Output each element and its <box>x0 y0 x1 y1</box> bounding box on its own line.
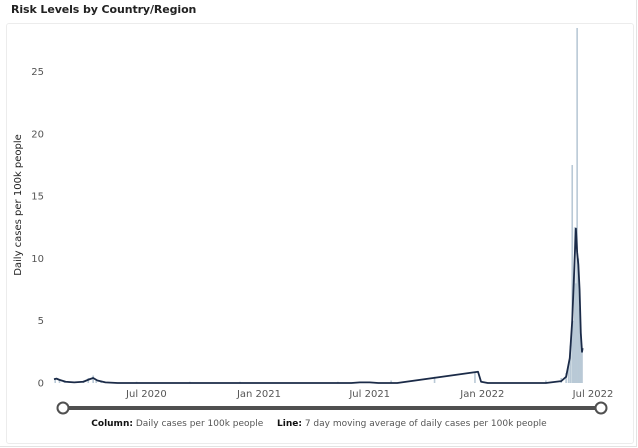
x-tick-label: Jul 2020 <box>125 389 167 400</box>
column-bar <box>577 258 580 383</box>
column-bar <box>474 371 476 383</box>
y-axis-ticks: 0 5 10 15 20 25 <box>31 67 44 389</box>
legend-column-value: Daily cases per 100k people <box>135 419 264 429</box>
chart-svg: 0 5 10 15 20 25 Jul 2020 Jan 2021 Jul 2021 Jan 2… <box>13 28 613 415</box>
y-tick-label: 20 <box>31 129 44 140</box>
x-tick-label: Jul 2022 <box>572 389 614 400</box>
column-bar <box>565 373 567 383</box>
chart-container <box>6 23 634 444</box>
range-slider-end-handle[interactable] <box>594 401 608 415</box>
column-bar <box>58 379 61 383</box>
legend-column-key: Column: <box>91 419 133 429</box>
column-bar <box>578 308 581 383</box>
legend-line-key: Line: <box>277 419 302 429</box>
legend-line-value: 7 day moving average of daily cases per … <box>304 419 547 429</box>
range-slider-start-handle[interactable] <box>56 401 70 415</box>
column-bar <box>572 320 575 383</box>
column-bar <box>54 378 57 383</box>
column-bar <box>390 380 392 383</box>
y-tick-label: 0 <box>38 379 44 390</box>
x-tick-label: Jul 2021 <box>348 389 390 400</box>
column-bar <box>573 227 576 383</box>
line-series <box>53 227 584 384</box>
chart-legend: Column: Daily cases per 100k people Line… <box>0 419 638 429</box>
column-bar <box>576 28 578 383</box>
y-tick-label: 15 <box>31 192 44 203</box>
y-tick-label: 5 <box>38 316 44 327</box>
column-bar <box>95 379 98 383</box>
range-slider[interactable] <box>56 401 608 415</box>
column-bar <box>571 165 574 383</box>
column-bar <box>100 381 102 383</box>
y-axis-label: Daily cases per 100k people <box>13 134 24 276</box>
column-bar <box>433 376 436 383</box>
column-bar <box>569 345 572 383</box>
column-bar <box>575 283 577 383</box>
x-tick-label: Jan 2022 <box>459 389 504 400</box>
column-bar <box>567 364 570 383</box>
column-bar <box>92 375 94 383</box>
moving-average-line <box>53 227 584 384</box>
y-tick-label: 25 <box>31 67 44 78</box>
column-series <box>54 28 583 383</box>
column-bar <box>580 333 582 383</box>
column-bar <box>581 351 583 383</box>
chart-title: Risk Levels by Country/Region <box>11 3 197 16</box>
column-bar <box>545 380 547 383</box>
x-tick-label: Jan 2021 <box>236 389 281 400</box>
y-tick-label: 10 <box>31 254 44 265</box>
x-axis-ticks: Jul 2020 Jan 2021 Jul 2021 Jan 2022 Jul 2022 <box>125 389 613 400</box>
